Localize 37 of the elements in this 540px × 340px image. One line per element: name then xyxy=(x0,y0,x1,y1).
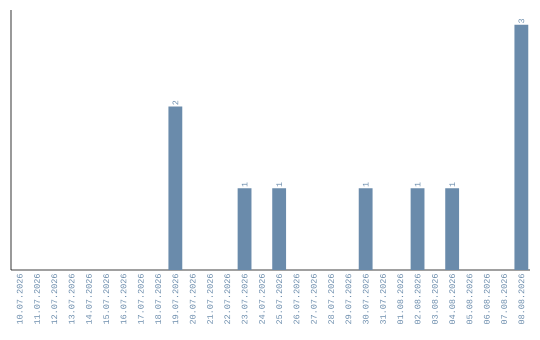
x-tick-label: 24.07.2026 xyxy=(258,274,265,324)
data-label: 3 xyxy=(518,18,524,23)
x-tick-label: 08.08.2026 xyxy=(518,274,524,324)
x-tick-label: 29.07.2026 xyxy=(345,274,352,324)
x-tick-label: 15.07.2026 xyxy=(103,274,110,324)
x-tick-label: 10.07.2026 xyxy=(16,274,23,324)
x-tick-label: 30.07.2026 xyxy=(362,274,369,324)
x-tick-label: 17.07.2026 xyxy=(138,274,144,324)
x-tick-label: 16.07.2026 xyxy=(120,274,126,324)
x-tick-label: 02.08.2026 xyxy=(414,274,420,324)
data-label: 1 xyxy=(362,182,368,186)
x-tick-label: 26.07.2026 xyxy=(294,274,300,324)
data-label: 1 xyxy=(414,182,420,186)
x-tick-label: 20.07.2026 xyxy=(190,274,196,324)
x-tick-label: 31.07.2026 xyxy=(380,274,386,324)
x-tick-label: 07.08.2026 xyxy=(501,274,507,324)
x-tick-label: 14.07.2026 xyxy=(86,274,92,324)
x-tick-label: 21.07.2026 xyxy=(207,274,213,324)
x-tick-label: 22.07.2026 xyxy=(224,274,230,324)
x-tick-label: 11.07.2026 xyxy=(34,274,40,324)
data-label: 1 xyxy=(449,182,455,186)
data-label: 1 xyxy=(276,182,282,186)
x-tick-label: 28.07.2026 xyxy=(328,274,334,324)
x-tick-label: 03.08.2026 xyxy=(432,274,438,324)
x-tick-label: 12.07.2026 xyxy=(51,274,58,324)
x-tick-label: 06.08.2026 xyxy=(484,274,490,324)
x-tick-label: 05.08.2026 xyxy=(466,274,472,324)
data-label: 2 xyxy=(172,100,178,105)
x-tick-label: 04.08.2026 xyxy=(449,274,456,324)
x-tick-label: 23.07.2026 xyxy=(242,274,248,324)
x-tick-label: 27.07.2026 xyxy=(310,274,317,324)
x-tick-label: 13.07.2026 xyxy=(68,274,74,324)
x-tick-label: 18.07.2026 xyxy=(155,274,161,324)
data-label: 1 xyxy=(242,182,248,186)
x-tick-label: 01.08.2026 xyxy=(397,274,404,324)
x-tick-label: 25.07.2026 xyxy=(276,274,282,324)
x-tick-label: 19.07.2026 xyxy=(172,274,178,324)
